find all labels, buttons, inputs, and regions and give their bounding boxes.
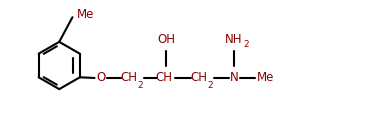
Text: CH: CH <box>121 71 138 84</box>
Text: 2: 2 <box>243 40 249 49</box>
Text: Me: Me <box>77 8 95 21</box>
Text: N: N <box>230 71 239 84</box>
Text: 2: 2 <box>138 81 143 90</box>
Text: OH: OH <box>157 33 175 46</box>
Text: NH: NH <box>225 33 242 46</box>
Text: CH: CH <box>155 71 172 84</box>
Text: 2: 2 <box>208 81 213 90</box>
Text: O: O <box>96 71 105 84</box>
Text: Me: Me <box>257 71 274 84</box>
Text: CH: CH <box>191 71 208 84</box>
